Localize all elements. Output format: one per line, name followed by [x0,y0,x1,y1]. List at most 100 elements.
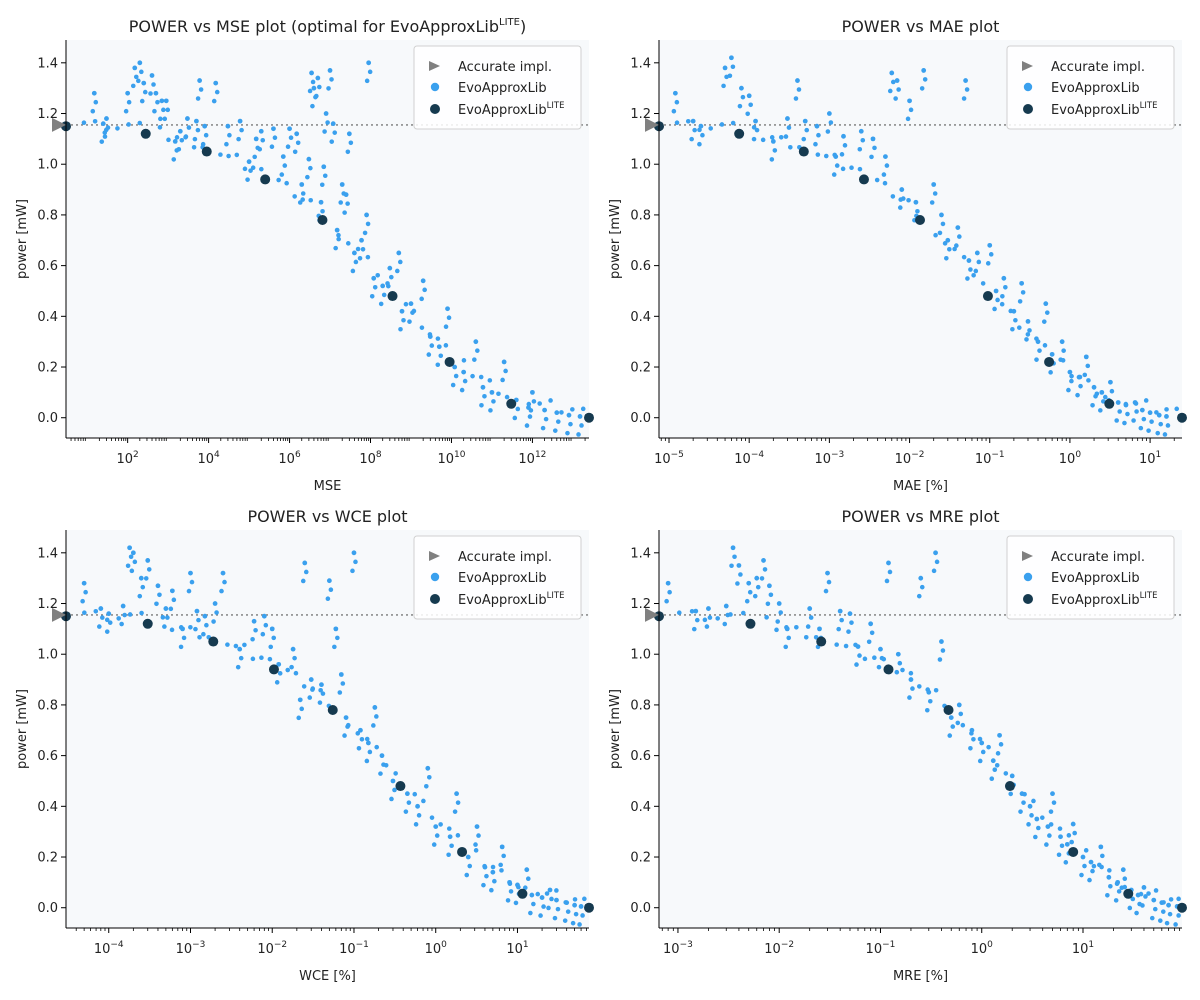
evo-point [869,630,875,636]
evo-point [537,401,542,406]
evo-point [412,791,418,797]
evo-point [126,122,131,127]
legend-lite-marker [1023,104,1033,114]
evo-point [582,896,587,902]
evo-point [674,99,680,105]
evo-point [336,232,341,238]
chart-title: POWER vs MAE plot [842,17,1000,36]
evo-point [1045,824,1051,829]
evo-point [197,78,203,83]
x-tick-label: 1012 [518,450,546,467]
evo-point [512,415,518,421]
evo-point [702,617,708,623]
evo-point [918,575,924,581]
evo-point [1160,909,1166,914]
y-tick-label: 0.0 [37,901,58,916]
evo-point [816,132,821,138]
evo-point [1090,868,1095,874]
evo-point [161,107,166,113]
evo-point [268,644,274,650]
legend-box [1006,535,1175,620]
evo-point [1149,419,1154,424]
evo-point [1019,280,1025,286]
evo-point [554,888,559,893]
evo-point [579,423,584,428]
evo-point [884,578,890,584]
panel-mre: 0.0 0.2 0.4 0.6 0.8 1.0 1.2 1.4 10−3 10−2 10−1 100 1… [608,507,1187,984]
evo-point [566,412,572,418]
evo-point [741,610,746,616]
evo-point [704,624,710,629]
evo-point [492,878,497,884]
evo-point [253,627,258,633]
evo-point [157,125,163,130]
evo-point [1066,833,1072,838]
evo-point [260,631,266,637]
evo-point [126,99,132,105]
evo-point [772,148,778,153]
evo-point [869,154,874,160]
x-tick-label: 101 [1139,450,1161,467]
evo-point [362,230,368,236]
evo-point [300,197,305,202]
evo-point [482,863,487,869]
evo-point [1109,388,1115,394]
evo-point [103,127,109,133]
evo-point [222,579,227,585]
evo-point [1034,357,1039,362]
evo-point [916,593,922,599]
x-tick-label: 10−2 [257,940,287,957]
legend-lite-label: EvoApproxLibLITE [1051,591,1157,608]
evo-point [197,634,202,640]
evo-point [744,598,750,604]
y-tick-label: 1.4 [37,56,58,71]
evo-point [955,225,961,230]
evo-point [985,261,991,266]
evo-point [727,73,733,79]
y-tick-label: 1.0 [37,648,58,663]
evo-point [674,120,680,126]
evo-point [353,559,358,565]
evo-point [93,608,99,614]
evo-point [700,132,705,138]
evo-point [136,78,141,84]
evo-point [169,588,175,594]
evo-point [778,134,784,140]
evo-point [333,245,338,251]
lite-point [584,902,594,913]
evo-point [141,80,147,86]
evo-point [1069,378,1074,384]
evo-point [163,606,169,611]
evo-point [1048,370,1053,375]
evo-point [288,135,294,141]
evo-point [392,787,397,793]
lite-point [816,636,827,647]
evo-point [83,589,88,595]
evo-point [513,900,519,906]
evo-point [276,177,281,183]
evo-point [104,617,110,623]
evo-point [874,177,880,183]
evo-point [438,822,443,827]
panel-mse: 0.0 0.2 0.4 0.6 0.8 1.0 1.2 1.4 102 104 106 108 1010… [15,17,594,494]
evo-point [274,680,280,685]
evo-point [1134,910,1139,916]
title-sup: LITE [499,17,520,28]
y-tick-label: 0.8 [37,698,58,713]
evo-point [317,700,323,705]
evo-point [723,603,729,609]
evo-point [152,108,157,114]
evo-point [707,615,713,620]
lite-point [915,214,926,225]
x-tick-label: 104 [197,450,220,467]
evo-point [934,559,940,565]
evo-point [214,610,219,615]
evo-point [282,163,288,168]
title-main: POWER vs MSE plot (optimal for EvoApprox… [129,17,499,36]
evo-point [932,191,938,196]
evo-point [543,416,549,422]
legend: Accurate impl. EvoApproxLib EvoApproxLibLI… [413,535,582,620]
x-axis-label: MSE [314,479,342,494]
evo-point [917,684,922,689]
